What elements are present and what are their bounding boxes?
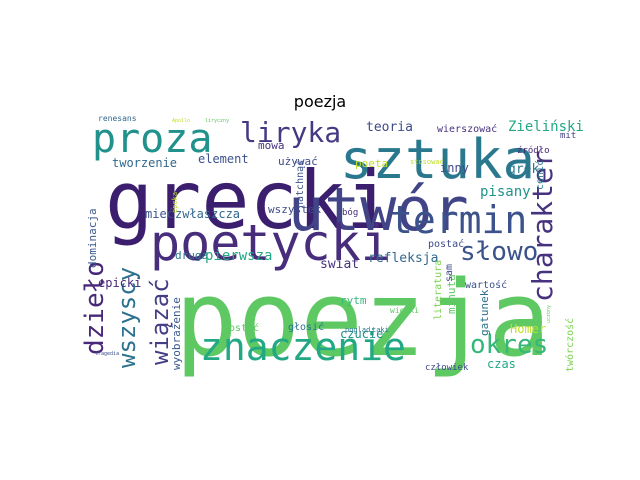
word-2: grecki [105, 154, 394, 247]
word-61: stosować [410, 158, 444, 166]
word-4: sztuka [340, 128, 535, 191]
word-36: wartość [465, 279, 507, 291]
word-23: grek [508, 162, 539, 177]
word-40: minuta [445, 274, 458, 314]
word-62: Apollo [172, 118, 190, 124]
word-12: okres [470, 330, 548, 360]
word-42: czas [487, 357, 516, 371]
word-49: wierszować [437, 123, 497, 135]
word-19: element [198, 152, 249, 166]
word-43: wyobrażenie [170, 297, 183, 370]
word-37: gatunek [478, 289, 491, 336]
word-9: liryka [240, 116, 341, 149]
word-24: inny [440, 161, 469, 175]
word-34: refleksja [368, 251, 438, 266]
word-52: źródło [517, 145, 550, 156]
word-31: druga [175, 249, 208, 262]
word-28: wszystek [268, 203, 321, 216]
word-11: słowo [460, 237, 538, 267]
word-20: używać [278, 155, 318, 168]
word-39: czucie [340, 327, 383, 341]
word-15: wiązać [146, 278, 174, 365]
word-53: mit [560, 131, 576, 141]
word-17: Zieliński [508, 119, 584, 135]
chart-title: poezja [293, 92, 347, 111]
word-54: cenić [534, 160, 546, 190]
word-16: teoria [366, 120, 413, 135]
word-45: głosić [288, 321, 324, 333]
word-46: człowiek [425, 363, 469, 373]
word-41: Homer [510, 322, 546, 336]
word-18: tworzenie [112, 156, 177, 170]
word-10: charakter [526, 150, 559, 302]
word-25: pisany [480, 184, 531, 200]
word-44: zostać [223, 322, 259, 334]
word-7: termin [390, 198, 527, 242]
word-22: poeta [355, 157, 388, 170]
word-13: dzieło [80, 261, 110, 355]
word-14: wszyscy [113, 267, 141, 368]
word-51: natchnąć [294, 160, 306, 208]
word-58: taki [372, 326, 389, 334]
word-38: rytm [340, 294, 367, 307]
word-8: znaczenie [200, 325, 406, 369]
word-27: zwłaszcza [175, 207, 240, 221]
word-32: pierwsza [205, 248, 272, 264]
word-33: świat [320, 257, 359, 272]
word-30: epicki [98, 276, 141, 290]
word-56: wielki [390, 306, 419, 315]
word-47: literatura [433, 260, 444, 320]
word-59: sam [444, 264, 455, 282]
word-21: mowa [258, 139, 285, 152]
word-26: mieć [145, 207, 174, 221]
word-5: poetycki [150, 214, 391, 272]
word-6: proza [92, 116, 212, 162]
word-29: dominacja [86, 208, 99, 268]
word-57: pogląd [345, 326, 370, 334]
word-63: liryczny [205, 118, 229, 124]
word-55: bóg [342, 207, 358, 218]
word-60: epoka [171, 192, 179, 213]
word-35: postać [428, 238, 464, 250]
word-3: utwór [288, 175, 469, 245]
word-48: twórczość [564, 318, 576, 372]
word-65: uczony [546, 305, 552, 323]
word-64: tragedia [95, 351, 119, 357]
word-50: renesans [98, 114, 137, 123]
word-1: poezja [175, 258, 551, 380]
